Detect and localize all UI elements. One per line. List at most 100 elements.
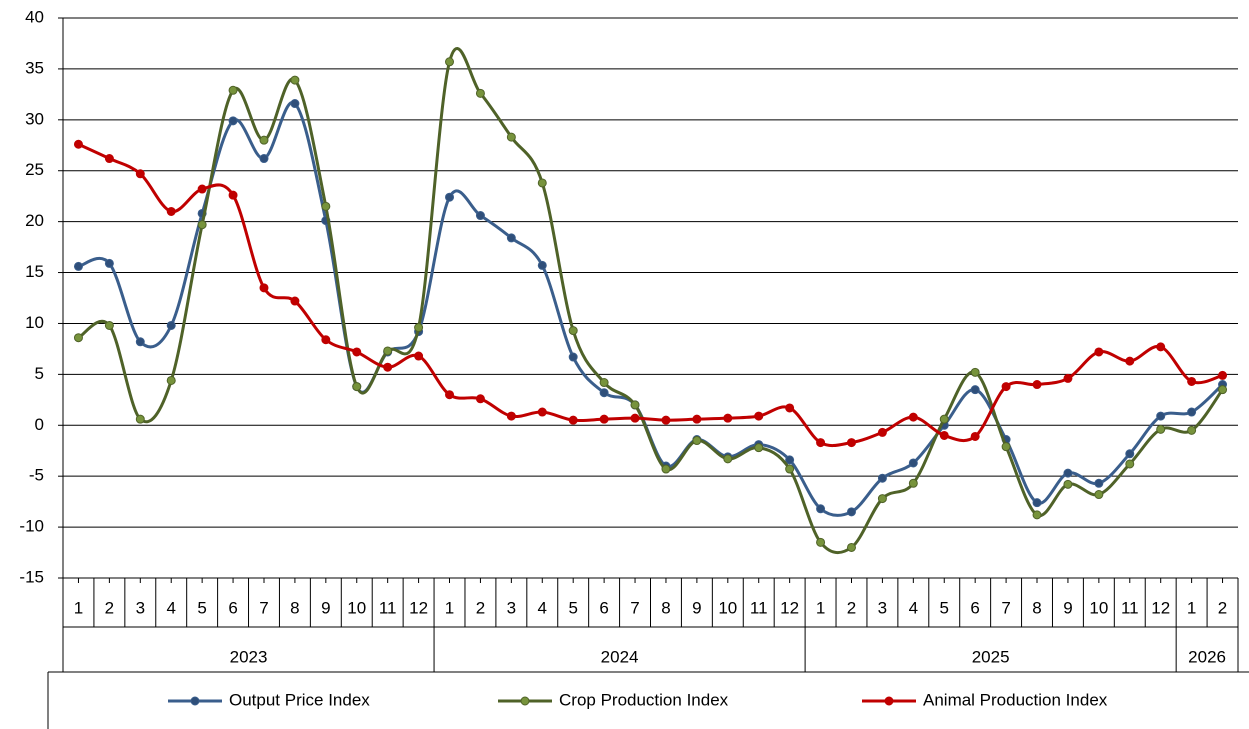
data-point <box>259 154 269 164</box>
legend-marker <box>884 696 894 706</box>
y-tick-label: 20 <box>25 211 44 230</box>
data-point <box>846 542 856 552</box>
y-tick-label: 10 <box>25 313 44 332</box>
data-point <box>506 233 516 243</box>
data-point <box>1125 459 1135 469</box>
group-label: 2025 <box>972 647 1010 666</box>
data-point <box>661 464 671 474</box>
data-point <box>908 458 918 468</box>
data-point <box>599 414 609 424</box>
x-tick-label: 9 <box>692 598 701 617</box>
data-point <box>816 537 826 547</box>
data-point <box>73 333 83 343</box>
x-tick-label: 5 <box>197 598 206 617</box>
data-point <box>1001 382 1011 392</box>
series-line <box>78 100 1224 517</box>
y-tick-label: -15 <box>19 567 44 586</box>
data-point <box>445 390 455 400</box>
data-point <box>754 411 764 421</box>
y-tick-label: 15 <box>25 262 44 281</box>
data-point <box>1094 490 1104 500</box>
data-point <box>661 415 671 425</box>
x-tick-label: 2 <box>476 598 485 617</box>
data-point <box>414 323 424 333</box>
data-point <box>104 154 114 164</box>
data-point <box>754 443 764 453</box>
data-point <box>104 320 114 330</box>
y-tick-label: 30 <box>25 109 44 128</box>
data-point <box>475 211 485 221</box>
data-point <box>506 411 516 421</box>
x-tick-label: 11 <box>1121 598 1139 617</box>
y-tick-label: 40 <box>25 7 44 26</box>
data-point <box>785 455 795 465</box>
data-point <box>692 414 702 424</box>
legend-label: Animal Production Index <box>923 690 1108 709</box>
data-point <box>630 400 640 410</box>
x-tick-label: 11 <box>750 598 768 617</box>
data-point <box>939 414 949 424</box>
x-tick-label: 7 <box>1001 598 1010 617</box>
x-tick-label: 1 <box>74 598 83 617</box>
data-point <box>445 192 455 202</box>
data-point <box>877 427 887 437</box>
x-tick-label: 10 <box>1089 598 1108 617</box>
data-point <box>908 478 918 488</box>
data-point <box>383 346 393 356</box>
data-point <box>692 436 702 446</box>
data-point <box>73 261 83 271</box>
data-point <box>1094 478 1104 488</box>
legend-marker <box>190 696 200 706</box>
data-point <box>908 412 918 422</box>
data-point <box>1001 442 1011 452</box>
x-tick-label: 8 <box>290 598 299 617</box>
x-tick-label: 10 <box>347 598 366 617</box>
data-point <box>321 335 331 345</box>
x-tick-label: 1 <box>1187 598 1196 617</box>
x-tick-label: 6 <box>970 598 979 617</box>
data-point <box>383 362 393 372</box>
data-point <box>290 296 300 306</box>
x-tick-label: 3 <box>507 598 516 617</box>
x-tick-label: 9 <box>321 598 330 617</box>
x-tick-label: 1 <box>816 598 825 617</box>
y-tick-label: 5 <box>35 364 44 383</box>
x-tick-label: 10 <box>718 598 737 617</box>
data-point <box>166 375 176 385</box>
data-point <box>1094 347 1104 357</box>
x-tick-label: 12 <box>409 598 428 617</box>
data-point <box>568 352 578 362</box>
group-label: 2026 <box>1188 647 1226 666</box>
x-tick-label: 4 <box>909 598 918 617</box>
x-tick-label: 6 <box>599 598 608 617</box>
data-point <box>135 414 145 424</box>
legend-label: Crop Production Index <box>559 690 729 709</box>
data-point <box>1156 411 1166 421</box>
data-point <box>568 415 578 425</box>
group-label: 2023 <box>230 647 268 666</box>
data-point <box>568 326 578 336</box>
data-point <box>290 99 300 109</box>
x-tick-label: 4 <box>538 598 547 617</box>
data-point <box>1063 468 1073 478</box>
series-line <box>77 47 1224 555</box>
x-tick-label: 4 <box>166 598 175 617</box>
data-point <box>816 438 826 448</box>
x-tick-label: 12 <box>1151 598 1170 617</box>
data-point <box>1032 510 1042 520</box>
data-point <box>259 135 269 145</box>
x-tick-label: 8 <box>661 598 670 617</box>
data-point <box>475 394 485 404</box>
data-point <box>816 504 826 514</box>
data-point <box>877 494 887 504</box>
data-point <box>939 430 949 440</box>
data-point <box>1063 479 1073 489</box>
x-tick-label: 1 <box>445 598 454 617</box>
y-tick-label: 35 <box>25 58 44 77</box>
data-point <box>630 413 640 423</box>
y-tick-label: -10 <box>19 517 44 536</box>
data-point <box>352 382 362 392</box>
data-point <box>166 320 176 330</box>
x-tick-label: 11 <box>379 598 397 617</box>
